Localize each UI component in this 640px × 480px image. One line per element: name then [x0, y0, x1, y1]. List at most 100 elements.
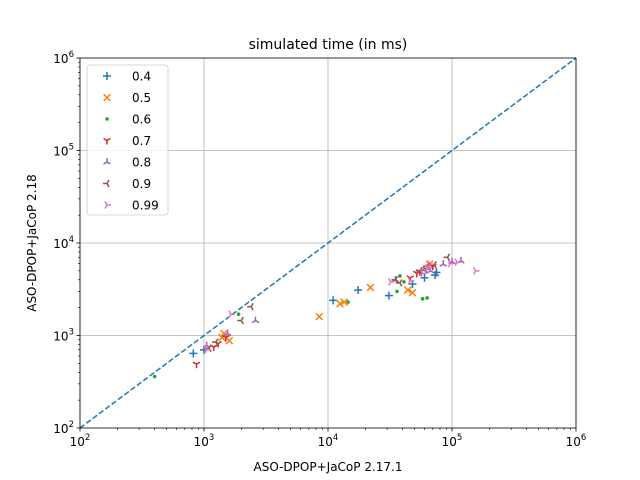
- y-axis-label: ASO-DPOP+JaCoP 2.18: [25, 174, 39, 312]
- data-point: [387, 278, 395, 286]
- data-point: [454, 258, 462, 267]
- legend-item-0.7: 0.7: [103, 134, 151, 148]
- data-point: [427, 260, 435, 269]
- data-point: [395, 289, 399, 294]
- data-point: [425, 296, 429, 300]
- legend-marker: [103, 158, 111, 165]
- legend-marker: [104, 201, 111, 209]
- x-axis-label: ASO-DPOP+JaCoP 2.17.1: [254, 460, 403, 474]
- data-point: [189, 349, 198, 358]
- tick-base: 10: [318, 435, 333, 449]
- legend-label: 0.99: [132, 199, 159, 213]
- y-tick-label: 105: [53, 143, 74, 159]
- points-layer: [152, 253, 480, 379]
- tick-exponent: 4: [333, 433, 338, 443]
- legend-label: 0.9: [132, 177, 151, 191]
- tick-base: 10: [53, 422, 68, 436]
- legend-box: [86, 64, 169, 216]
- legend: 0.4 0.5 0.6 0.7 0.8 0.9 0.99: [86, 64, 169, 216]
- data-point: [340, 298, 349, 306]
- data-point: [236, 312, 241, 316]
- tick-base: 10: [70, 435, 85, 449]
- legend-label: 0.5: [132, 91, 151, 105]
- data-point: [354, 286, 363, 295]
- legend-marker: [103, 72, 111, 80]
- data-point: [237, 316, 244, 325]
- legend-item-0.4: 0.4: [103, 70, 151, 84]
- series-0.4: [189, 268, 441, 358]
- tick-exponent: 3: [69, 328, 74, 338]
- data-point: [192, 361, 201, 369]
- legend-item-0.99: 0.99: [104, 199, 159, 213]
- data-point: [225, 336, 234, 345]
- legend-marker: [103, 93, 111, 102]
- legend-item-0.8: 0.8: [103, 156, 151, 170]
- data-point: [223, 329, 232, 337]
- tick-base: 10: [442, 435, 457, 449]
- tick-exponent: 6: [69, 50, 74, 60]
- data-point: [220, 329, 228, 338]
- tick-base: 10: [566, 435, 581, 449]
- tick-base: 10: [53, 330, 68, 344]
- tick-exponent: 4: [69, 235, 74, 245]
- data-point: [420, 296, 425, 301]
- series-0.6: [152, 274, 429, 379]
- data-point: [384, 291, 393, 300]
- legend-label: 0.7: [132, 134, 151, 148]
- tick-base: 10: [53, 145, 68, 159]
- tick-exponent: 5: [457, 433, 462, 443]
- y-tick-label: 103: [53, 328, 74, 344]
- data-point: [329, 296, 338, 305]
- legend-label: 0.6: [132, 113, 151, 127]
- series-0.99: [203, 258, 480, 354]
- legend-marker: [103, 179, 110, 188]
- data-point: [212, 338, 219, 346]
- data-point: [420, 273, 429, 282]
- data-point: [247, 302, 254, 311]
- y-tick-label: 102: [53, 420, 74, 436]
- diagonal-line: [79, 57, 577, 429]
- data-point: [251, 316, 260, 324]
- data-point: [336, 299, 344, 308]
- data-point: [346, 300, 350, 304]
- legend-item-0.9: 0.9: [103, 177, 151, 191]
- tick-exponent: 5: [69, 143, 74, 153]
- data-point: [203, 345, 211, 354]
- x-tick-label: 102: [70, 433, 91, 449]
- x-tick-label: 106: [566, 433, 587, 449]
- data-point: [408, 288, 417, 297]
- x-tick-label: 103: [194, 433, 215, 449]
- data-point: [420, 269, 427, 278]
- data-point: [403, 286, 412, 294]
- legend-item-0.6: 0.6: [105, 113, 151, 127]
- data-point: [402, 280, 406, 284]
- data-point: [439, 260, 448, 267]
- data-point: [407, 276, 415, 285]
- tick-exponent: 2: [69, 420, 74, 430]
- data-point: [228, 310, 235, 319]
- legend-label: 0.8: [132, 156, 151, 170]
- data-point: [315, 312, 324, 321]
- legend-marker: [105, 117, 109, 121]
- data-point: [221, 334, 230, 342]
- tick-base: 10: [194, 435, 209, 449]
- data-point: [472, 267, 480, 275]
- legend-label: 0.4: [132, 70, 151, 84]
- chart-title: simulated time (in ms): [249, 37, 408, 53]
- data-point: [395, 279, 403, 287]
- tick-exponent: 6: [581, 433, 586, 443]
- legend-marker: [103, 137, 111, 145]
- legend-item-0.5: 0.5: [103, 91, 151, 105]
- data-point: [398, 274, 402, 278]
- data-point: [447, 259, 455, 268]
- data-point: [366, 283, 375, 292]
- x-tick-label: 104: [318, 433, 339, 449]
- tick-base: 10: [53, 52, 68, 66]
- tick-exponent: 2: [85, 433, 90, 443]
- y-tick-label: 104: [53, 235, 74, 251]
- y-tick-label: 106: [53, 50, 74, 66]
- tick-base: 10: [53, 237, 68, 251]
